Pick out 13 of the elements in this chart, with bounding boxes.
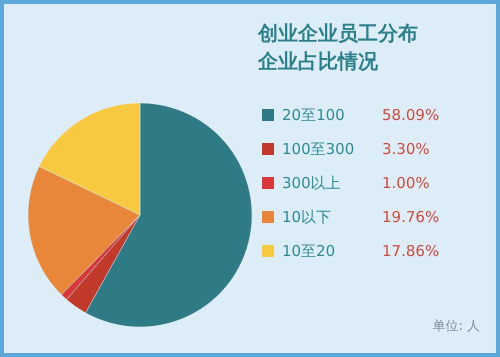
text: 单位: 人 bbox=[432, 319, 480, 334]
chart-subtitle: 企业占比情况 bbox=[257, 49, 379, 73]
data-label: 1.00% bbox=[382, 174, 430, 192]
data-label: 17.86% bbox=[382, 242, 440, 260]
data-label: 19.76% bbox=[382, 208, 440, 226]
legend-label: 10至20 bbox=[282, 242, 336, 260]
chart-title: 创业企业员工分布 bbox=[257, 21, 418, 45]
legend-label: 100至300 bbox=[282, 140, 354, 158]
data-label: 3.30% bbox=[382, 140, 430, 158]
legend-label: 10以下 bbox=[282, 208, 332, 226]
data-label: 58.09% bbox=[382, 106, 440, 124]
legend-label: 20至100 bbox=[282, 106, 345, 124]
legend-label: 300以上 bbox=[282, 174, 341, 192]
